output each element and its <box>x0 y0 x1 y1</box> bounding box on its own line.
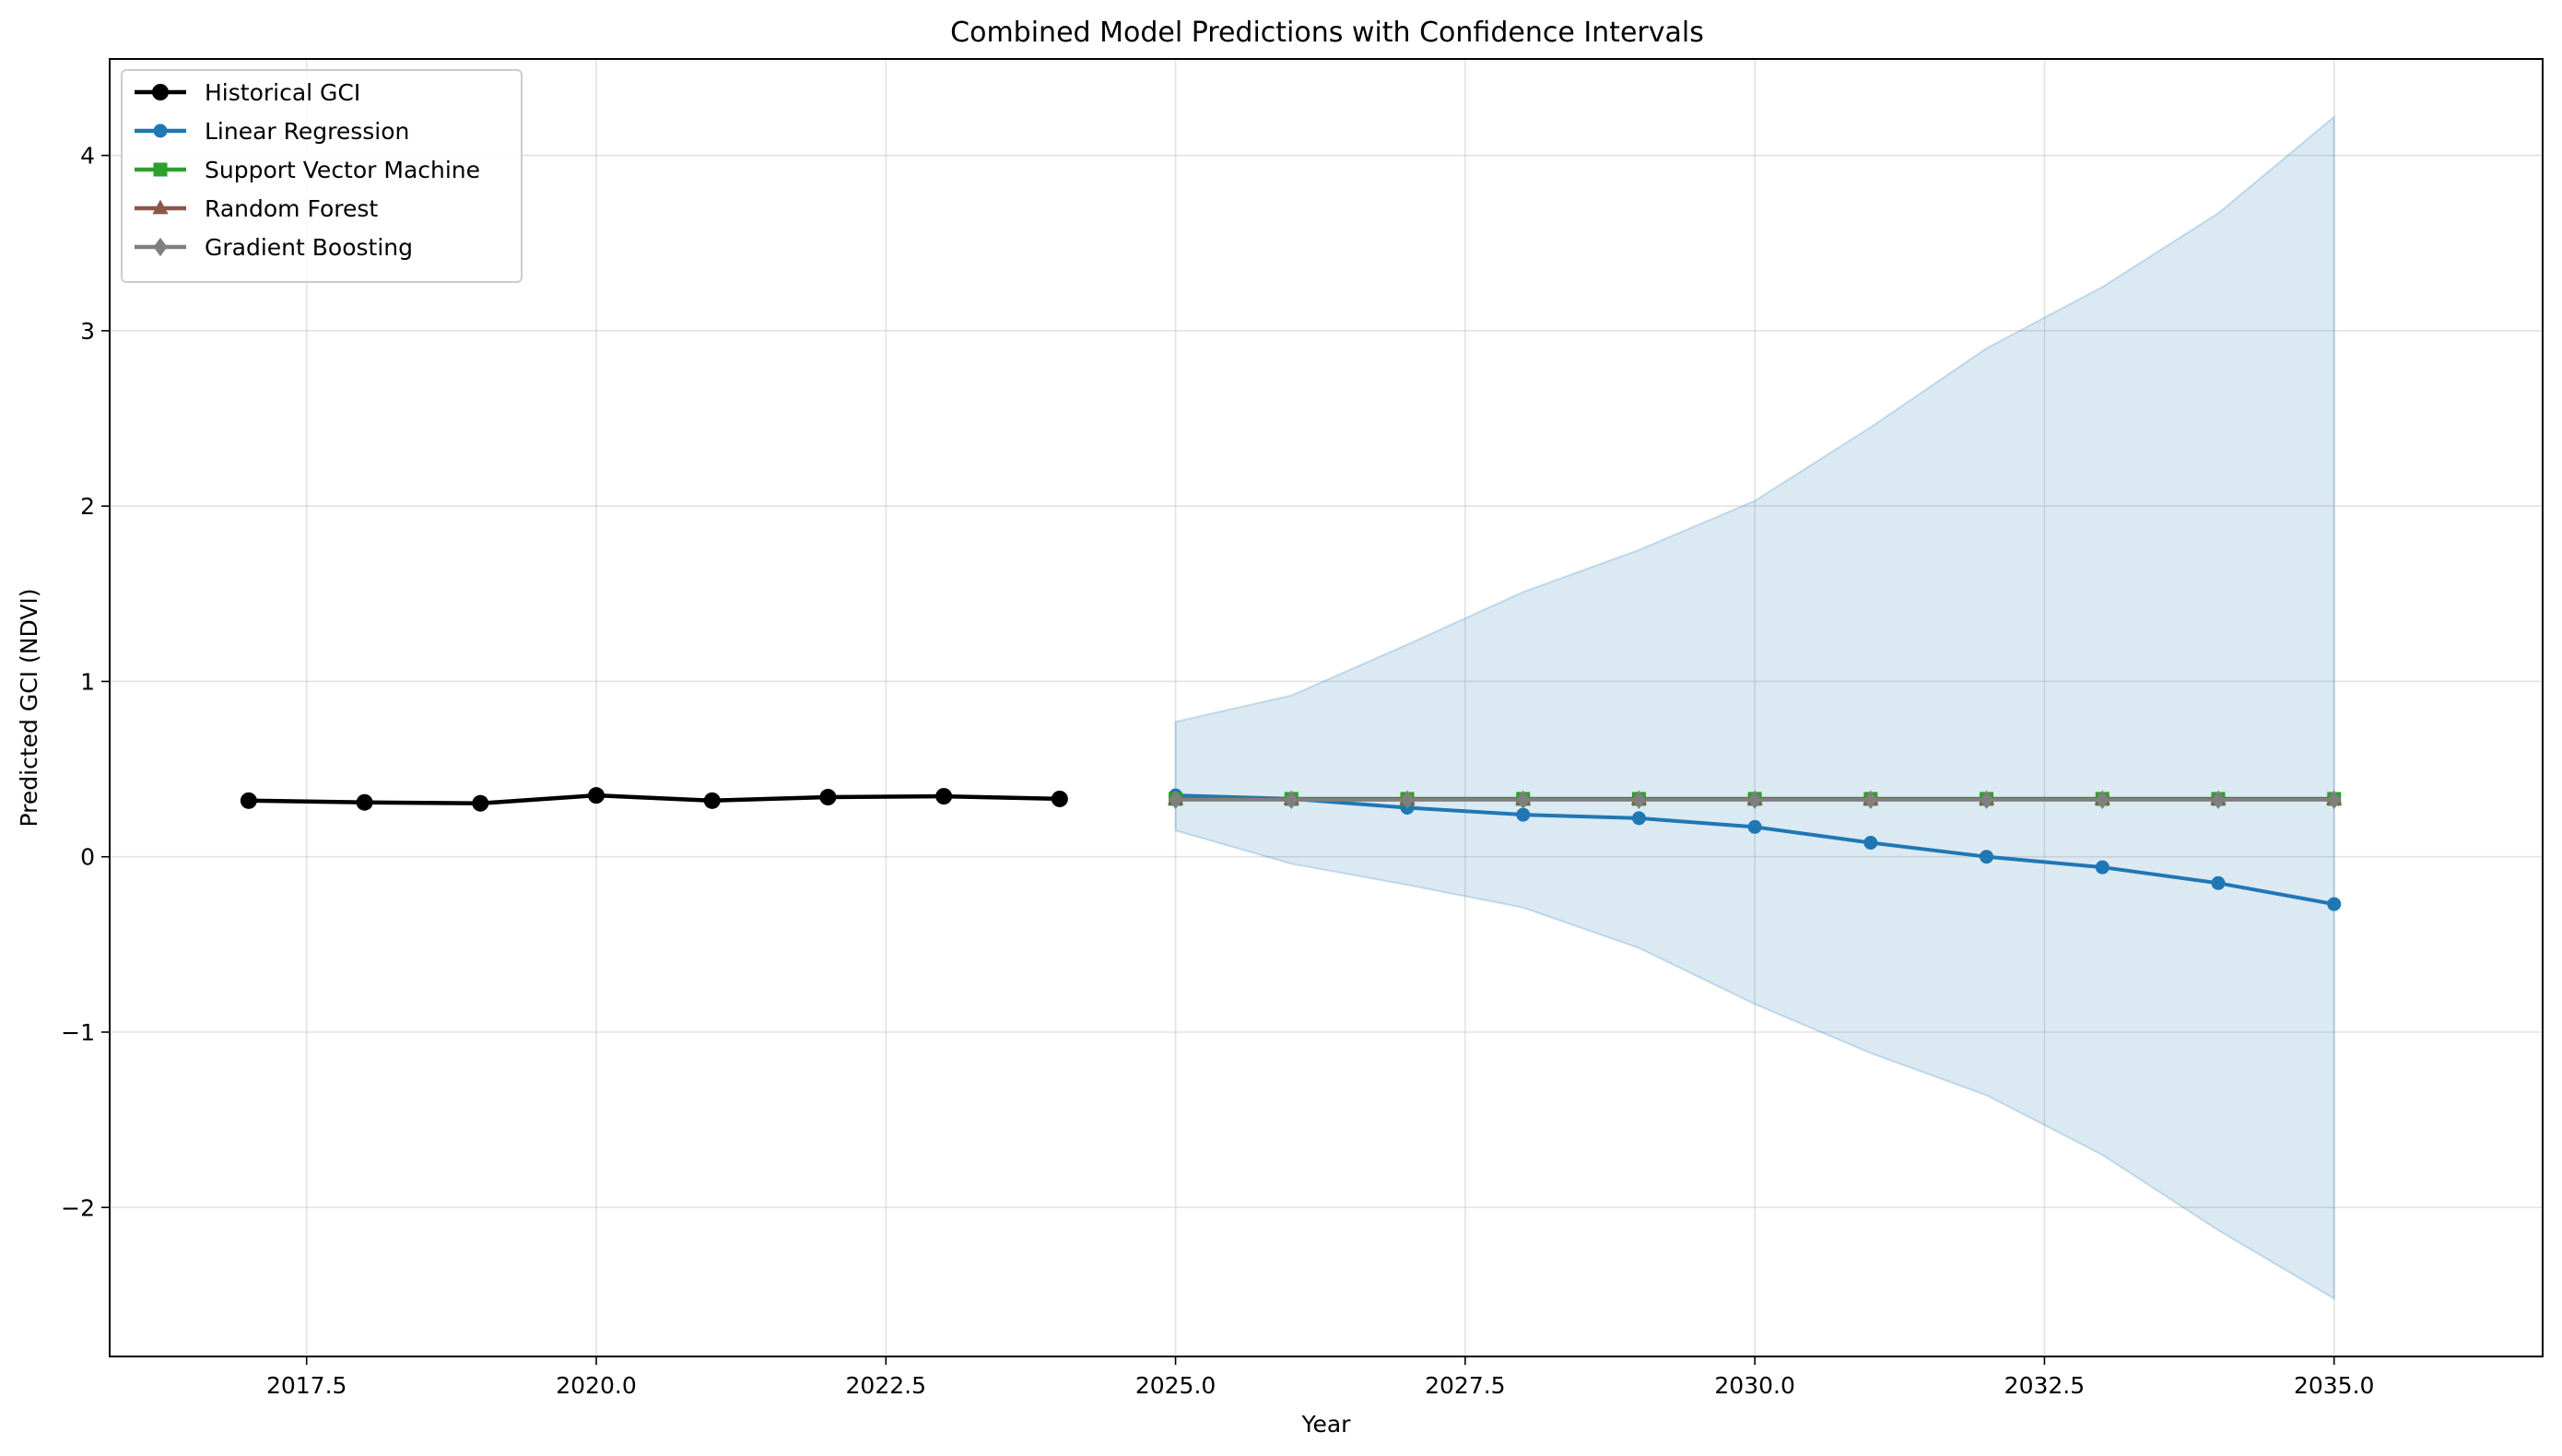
data-point-historical-gci <box>819 789 837 806</box>
legend-label-linear-regression: Linear Regression <box>205 118 409 145</box>
data-point-historical-gci <box>356 793 373 811</box>
confidence-band <box>1174 114 2335 1300</box>
data-point-gradient-boosting <box>2211 790 2226 810</box>
legend-label-support-vector-machine: Support Vector Machine <box>205 157 480 183</box>
data-point-linear-regression <box>1863 836 1878 851</box>
data-point-linear-regression <box>1747 819 1762 834</box>
legend-box <box>121 69 523 283</box>
x-tick-label: 2027.5 <box>1425 1372 1505 1399</box>
data-point-gradient-boosting <box>1863 790 1878 810</box>
data-point-historical-gci <box>703 792 721 809</box>
x-tick-label: 2035.0 <box>2294 1372 2374 1399</box>
x-tick-label: 2025.0 <box>1135 1372 1216 1399</box>
legend-label-gradient-boosting: Gradient Boosting <box>205 234 413 261</box>
data-point-linear-regression <box>1516 807 1531 822</box>
legend-label-random-forest: Random Forest <box>205 195 378 222</box>
data-point-gradient-boosting <box>2095 790 2110 810</box>
data-point-historical-gci <box>935 788 953 805</box>
grid <box>110 59 2543 1356</box>
series-gradient-boosting <box>1169 790 2342 810</box>
legend-label-historical-gci: Historical GCI <box>205 79 360 106</box>
legend: Historical GCI Linear Regression Support V… <box>121 69 523 283</box>
data-point-historical-gci <box>1051 790 1068 807</box>
data-point-gradient-boosting <box>2327 790 2342 810</box>
data-point-linear-regression <box>2327 897 2342 911</box>
data-point-gradient-boosting <box>1169 790 1183 810</box>
y-tick-label: 0 <box>80 844 95 871</box>
y-tick-label: 2 <box>80 493 95 520</box>
legend-marker-historical-gci <box>152 84 169 100</box>
y-tick-label: 4 <box>80 143 95 170</box>
y-axis-label: Predicted GCI (NDVI) <box>16 589 42 828</box>
x-tick-label: 2017.5 <box>266 1372 347 1399</box>
confidence-interval-band <box>1174 114 2335 1300</box>
series-layer <box>240 787 2343 911</box>
data-point-gradient-boosting <box>1980 790 1994 810</box>
axis-ticks: 2017.5 2020.0 2022.5 2025.0 2027.5 2030.0 2032… <box>61 143 2374 1399</box>
y-tick-label: −1 <box>61 1019 95 1046</box>
data-point-historical-gci <box>240 792 257 809</box>
chart-title: Combined Model Predictions with Confiden… <box>950 17 1704 49</box>
x-tick-label: 2032.5 <box>2004 1372 2085 1399</box>
x-axis-label: Year <box>1301 1411 1352 1438</box>
x-tick-label: 2020.0 <box>556 1372 636 1399</box>
plot-frame <box>109 58 2544 1357</box>
data-point-linear-regression <box>1631 811 1646 826</box>
data-point-linear-regression <box>1980 850 1994 864</box>
legend-marker-gradient-boosting <box>153 237 168 257</box>
data-point-gradient-boosting <box>1400 790 1415 810</box>
data-point-gradient-boosting <box>1516 790 1531 810</box>
data-point-historical-gci <box>588 787 605 804</box>
x-tick-label: 2030.0 <box>1714 1372 1794 1399</box>
data-point-gradient-boosting <box>1284 790 1299 810</box>
y-tick-label: −2 <box>61 1194 95 1221</box>
legend-marker-linear-regression <box>153 123 168 138</box>
series-line-historical-gci <box>248 793 1060 805</box>
legend-marker-random-forest <box>152 199 169 215</box>
legend-marker-support-vector-machine <box>153 162 168 177</box>
data-point-gradient-boosting <box>1747 790 1762 810</box>
series-linear-regression <box>1169 788 2342 911</box>
x-tick-label: 2022.5 <box>846 1372 926 1399</box>
data-point-historical-gci <box>472 794 489 812</box>
series-historical-gci <box>240 787 1068 812</box>
data-point-linear-regression <box>2095 860 2110 875</box>
y-tick-label: 1 <box>80 668 95 695</box>
y-tick-label: 3 <box>80 318 95 345</box>
data-point-linear-regression <box>2211 875 2226 890</box>
data-point-gradient-boosting <box>1631 790 1646 810</box>
